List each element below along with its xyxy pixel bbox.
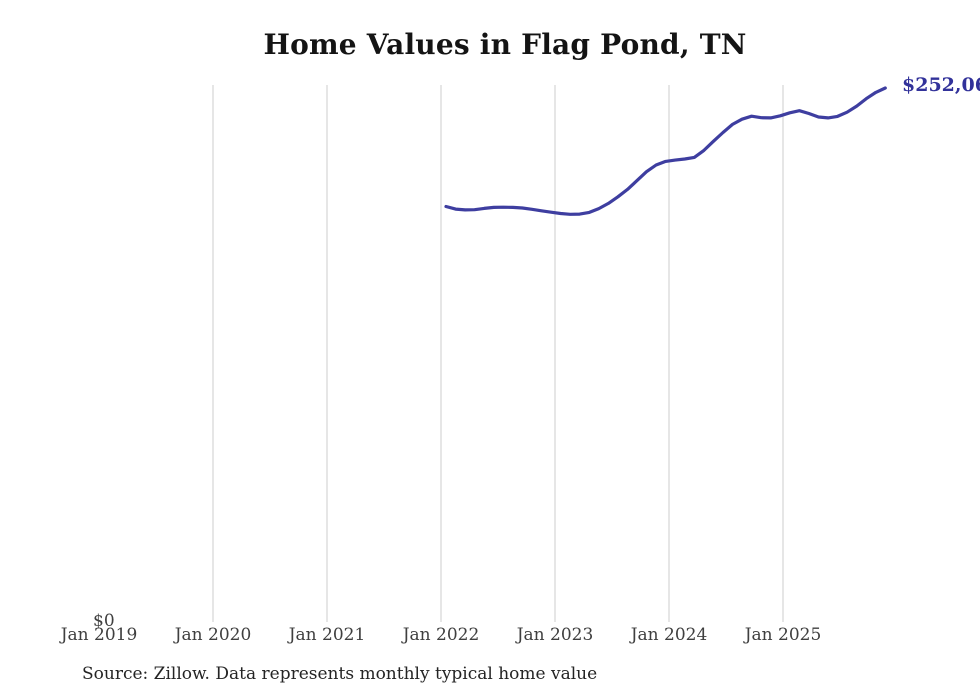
x-tick-jan-2021: Jan 2021: [288, 625, 366, 645]
x-tick-jan-2024: Jan 2024: [630, 625, 708, 645]
x-tick-jan-2020: Jan 2020: [174, 625, 252, 645]
x-tick-jan-2022: Jan 2022: [402, 625, 480, 645]
latest-value-label: $252,063: [902, 74, 980, 96]
y-axis-zero-label: $0: [93, 611, 115, 631]
x-tick-jan-2019: Jan 2019: [60, 625, 138, 645]
home-value-line: [444, 86, 887, 216]
chart-title: Home Values in Flag Pond, TN: [263, 28, 747, 61]
x-tick-jan-2025: Jan 2025: [744, 625, 822, 645]
x-tick-jan-2023: Jan 2023: [516, 625, 594, 645]
source-note: Source: Zillow. Data represents monthly …: [82, 664, 598, 684]
